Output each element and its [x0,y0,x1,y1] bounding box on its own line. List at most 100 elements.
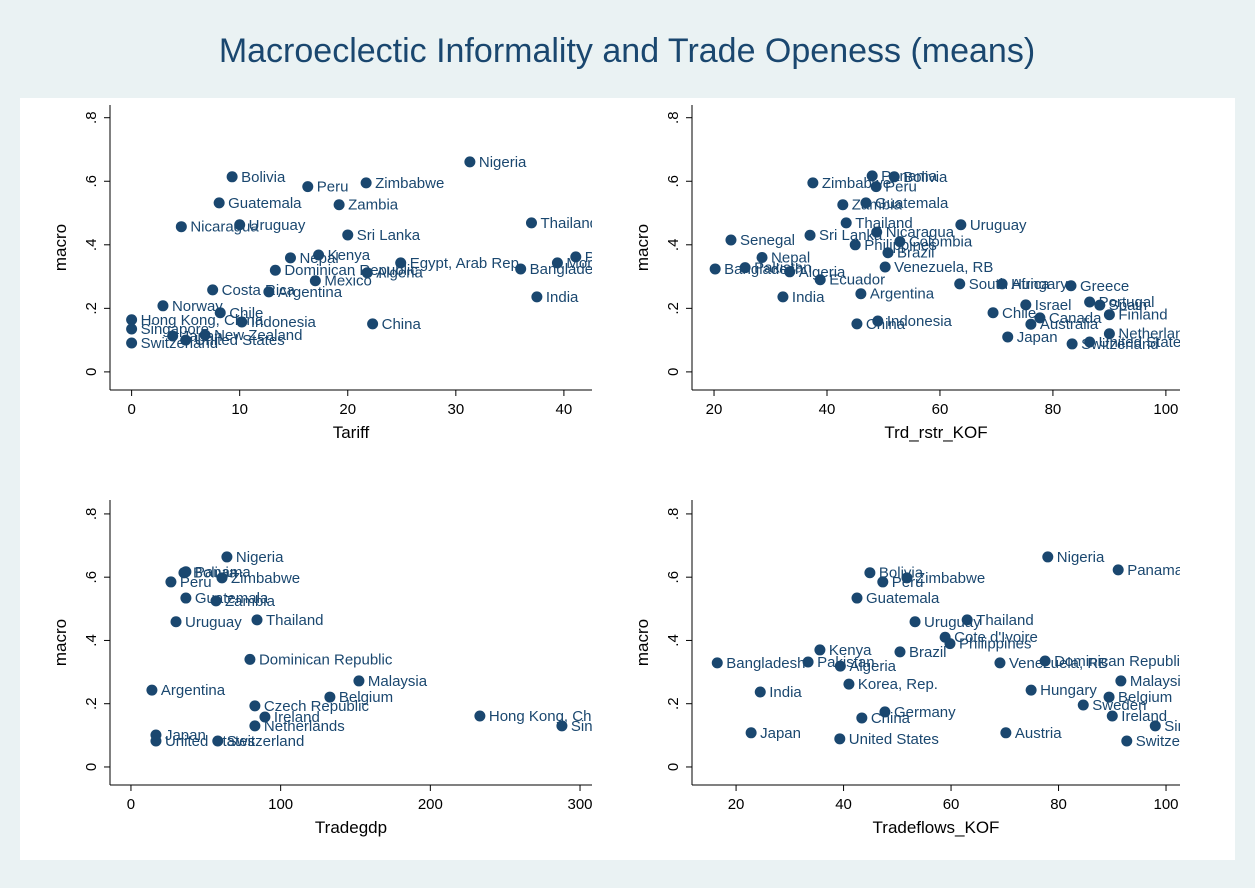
point-label: United States [1099,334,1189,351]
point-label: Venezuela, RB [1009,655,1108,672]
point [837,199,849,211]
point-label: Czech Republic [264,698,370,715]
point [871,226,883,238]
point [804,229,816,241]
point [1066,338,1078,350]
point-label: Bolivia [903,169,948,186]
point [745,727,757,739]
y-tick-label: .4 [83,634,100,647]
point-label: Sri Lanka [819,227,883,244]
point-label: Zambia [348,197,399,214]
point-label: Philippines [959,636,1032,653]
point [474,710,486,722]
point [1020,299,1032,311]
x-tick-label: 200 [418,796,443,813]
point-label: Korea, Rep. [858,676,938,693]
points: PanamaBoliviaPeruZimbabweZambiaGuatemala… [709,168,1189,353]
point-label: United States [849,731,939,748]
point [739,262,751,274]
point-label: Spain [1109,297,1147,314]
point [234,219,246,231]
y-tick-label: .6 [665,175,682,188]
point-label: India [546,289,579,306]
point-label: Indonesia [887,313,953,330]
point [175,221,187,233]
point [1149,720,1161,732]
point-label: Cote d'Ivoire [954,629,1038,646]
point-label: Norway [172,298,223,315]
point-label: Algeria [799,264,846,281]
point [864,567,876,579]
point [531,291,543,303]
point [213,197,225,209]
point [1042,551,1054,563]
point [1094,299,1106,311]
x-tick-label: 40 [835,796,852,813]
point [126,314,138,326]
point-label: India [792,289,825,306]
point-label: China [871,710,911,727]
point [556,720,568,732]
point [1103,691,1115,703]
point [525,217,537,229]
chart-title: Macroeclectic Informality and Trade Open… [219,32,1035,70]
point [146,684,158,696]
point-label: Switzerland [141,335,219,352]
y-axis-title: macro [51,224,70,271]
point [802,656,814,668]
point-label: China [382,316,422,333]
point [754,686,766,698]
point-label: Pakistan [754,260,812,277]
point-label: Malaysia [368,673,428,690]
point-label: Philippines [864,237,937,254]
point-label: Bolivia [879,565,924,582]
point [199,329,211,341]
point-label: Dominican Republic [259,651,393,668]
point [464,156,476,168]
point [126,337,138,349]
point [855,288,867,300]
point-label: Uruguay [970,217,1027,234]
point-label: Japan [1017,329,1058,346]
point-label: Nigeria [479,154,527,171]
point [840,217,852,229]
point-label: Panama [1127,562,1184,579]
x-tick-label: 0 [127,796,135,813]
point [284,252,296,264]
x-tick-label: 20 [339,401,356,418]
point [879,706,891,718]
y-tick-label: .2 [665,302,682,315]
point [756,252,768,264]
x-tick-label: 0 [127,401,135,418]
y-axis-title: macro [633,619,652,666]
point [180,334,192,346]
point [302,181,314,193]
point-label: Colombia [909,234,973,251]
point-label: Australia [1040,316,1099,333]
y-tick-label: .4 [665,239,682,252]
point [901,572,913,584]
point-label: India [769,684,802,701]
point-label: Algeria [849,658,896,675]
y-axis-title: macro [51,619,70,666]
y-axis-title: macro [633,224,652,271]
x-axis-title: Tradeflows_KOF [873,818,1000,837]
point-label: Ireland [274,709,320,726]
point [961,614,973,626]
point-label: Switzerland [227,733,305,750]
point-label: Sri Lanka [357,227,421,244]
point [856,712,868,724]
x-tick-label: 10 [231,401,248,418]
y-tick-label: .8 [665,508,682,521]
y-tick-label: 0 [665,763,682,771]
point [777,291,789,303]
point [170,616,182,628]
point [226,171,238,183]
point-label: Indonesia [251,314,317,331]
point [210,595,222,607]
x-tick-label: 40 [819,401,836,418]
point [263,286,275,298]
point-label: Peru [180,574,212,591]
point-label: Guatemala [875,195,949,212]
